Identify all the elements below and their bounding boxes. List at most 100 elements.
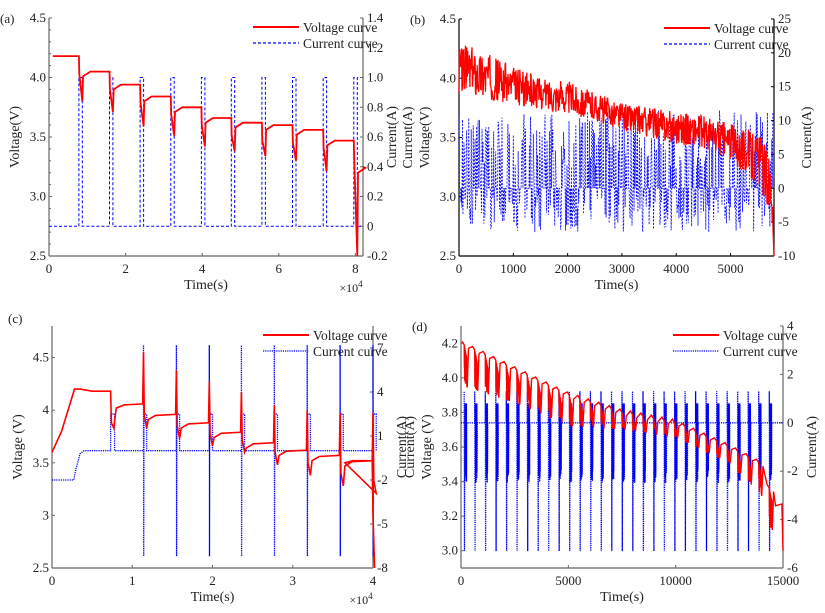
- y-tick-label-right: 15: [778, 79, 791, 94]
- current-curve-line: [458, 110, 774, 233]
- panel-b: 0 1000 2000 3000 4000 5000 2.5 3.0 3.5 4.0 4.5 -10 -…: [401, 11, 815, 293]
- y-tick-label-right: 1: [377, 428, 384, 443]
- y-tick-label-right: 1.0: [367, 70, 383, 85]
- panel-c: 0 1 2 3 4 2.5 3 3.5 4 4.5 -8 -5 -2 1 4 7 Time(s) Voltage …: [8, 311, 410, 607]
- x-tick-label: 3000: [609, 261, 635, 276]
- y-tick-label-right: 0.6: [367, 129, 384, 144]
- current-curve-line: [52, 345, 377, 557]
- voltage-curve-line: [51, 352, 378, 569]
- x-tick-label: 15000: [767, 573, 800, 588]
- y-axis-title-right: Current(A): [395, 416, 410, 479]
- y-tick-label-left: 4.5: [33, 350, 49, 365]
- x-tick-label: 0: [458, 573, 465, 588]
- x-tick-label: 5000: [718, 261, 744, 276]
- y-tick-label-left: 4.5: [30, 10, 46, 25]
- panel-label: (a): [0, 11, 14, 26]
- y-axis-title-left-extra: Current(A): [401, 106, 416, 169]
- x-tick-label: 2: [122, 261, 129, 276]
- panel-a: 0 2 4 6 8 2.5 3.0 3.5 4.0 4.5 -0.2 0 0.2 0.4 0.6 0.8 1.0…: [0, 10, 400, 295]
- legend-voltage-label: Voltage curve: [313, 328, 387, 343]
- y-tick-label-left: 3.6: [442, 439, 459, 454]
- y-tick-label-right: 0: [787, 415, 794, 430]
- y-tick-label-right: 2: [787, 366, 794, 381]
- y-tick-label-right: 25: [778, 11, 791, 26]
- y-tick-label-right: -2: [787, 463, 798, 478]
- y-tick-label-left: 4.0: [440, 70, 456, 85]
- x-tick-label: 3: [290, 573, 297, 588]
- x-tick-label: 0: [456, 261, 463, 276]
- y-axis-title-right: Current(A): [800, 106, 815, 169]
- y-tick-label-right: 5: [778, 146, 785, 161]
- y-tick-label-left: 3.0: [440, 189, 456, 204]
- y-tick-label-left: 3.5: [440, 130, 456, 145]
- y-tick-label-right: 4: [787, 318, 794, 333]
- legend-current-label: Current curve: [723, 344, 798, 359]
- y-tick-label-right: -6: [787, 560, 798, 575]
- current-curve-line: [49, 77, 363, 227]
- y-tick-label-right: 20: [778, 45, 791, 60]
- y-tick-label-left: 2.5: [33, 560, 49, 575]
- x-tick-label: 2: [209, 573, 216, 588]
- y-axis-title-right: Current(A): [385, 106, 400, 169]
- x-axis-title: Time(s): [595, 278, 639, 293]
- x-exponent-label: ×104: [349, 591, 373, 607]
- panel-label: (b): [410, 12, 425, 27]
- y-axis-title-left: Voltage (V): [420, 414, 435, 480]
- voltage-curve-line: [461, 341, 784, 551]
- y-axis-title-left-extra: Current(A): [403, 416, 418, 479]
- x-tick-label: 2000: [555, 261, 581, 276]
- voltage-curve-line: [52, 55, 368, 257]
- y-axis-title-right: Current(A): [805, 416, 820, 479]
- x-tick-label: 4: [370, 573, 377, 588]
- y-axis-title-left: Voltage(V): [418, 106, 433, 168]
- x-tick-label: 0: [46, 261, 53, 276]
- voltage-curve-line: [458, 45, 775, 257]
- y-axis-title-left: Voltage(V): [8, 106, 23, 168]
- y-tick-label-right: -5: [377, 516, 388, 531]
- legend-current-label: Current curve: [714, 37, 789, 52]
- y-tick-label-left: 4.0: [30, 70, 46, 85]
- y-tick-label-right: 1.2: [367, 40, 383, 55]
- y-tick-label-right: 7: [377, 340, 384, 355]
- y-tick-label-left: 3.5: [33, 455, 49, 470]
- x-tick-label: 4: [199, 261, 206, 276]
- x-tick-label: 8: [352, 261, 359, 276]
- y-tick-label-left: 3: [43, 507, 50, 522]
- y-tick-label-left: 3.4: [442, 474, 459, 489]
- y-tick-label-right: 0.4: [367, 159, 384, 174]
- x-axis-title: Time(s): [600, 590, 644, 605]
- y-axis-title-left: Voltage (V): [11, 414, 26, 480]
- y-tick-label-right: -4: [787, 512, 798, 527]
- panel-d: 0 5000 10000 15000 3.0 3.2 3.4 3.6 3.8 4.0 4.2 -6 -4…: [403, 318, 820, 605]
- y-tick-label-right: -8: [377, 560, 388, 575]
- x-tick-label: 4000: [663, 261, 689, 276]
- y-tick-label-left: 3.8: [442, 404, 458, 419]
- y-tick-label-left: 4: [43, 402, 50, 417]
- y-tick-label-right: -0.2: [367, 248, 388, 263]
- y-tick-label-right: 4: [377, 384, 384, 399]
- y-tick-label-right: 1.4: [367, 10, 384, 25]
- legend-voltage-label: Voltage curve: [723, 328, 797, 343]
- y-tick-label-left: 4.0: [442, 370, 458, 385]
- panel-label: (d): [412, 319, 427, 334]
- y-tick-label-left: 3.5: [30, 129, 46, 144]
- x-exponent-label: ×104: [339, 279, 363, 295]
- panel-label: (c): [8, 311, 22, 326]
- y-tick-label-left: 3.2: [442, 508, 458, 523]
- x-tick-label: 5000: [555, 573, 581, 588]
- x-tick-label: 0: [49, 573, 56, 588]
- y-tick-label-right: 10: [778, 113, 791, 128]
- x-axis-title: Time(s): [191, 590, 235, 605]
- y-tick-label-right: -5: [778, 214, 789, 229]
- y-tick-label-left: 2.5: [30, 248, 46, 263]
- x-tick-label: 10000: [659, 573, 692, 588]
- y-tick-label-left: 3.0: [442, 543, 458, 558]
- y-tick-label-left: 4.5: [440, 11, 456, 26]
- y-tick-label-left: 4.2: [442, 335, 458, 350]
- legend-voltage-label: Voltage curve: [714, 21, 788, 36]
- y-tick-label-right: 0.2: [367, 189, 383, 204]
- y-tick-label-left: 3.0: [30, 189, 46, 204]
- legend-current-label: Current curve: [313, 344, 388, 359]
- x-tick-label: 6: [276, 261, 283, 276]
